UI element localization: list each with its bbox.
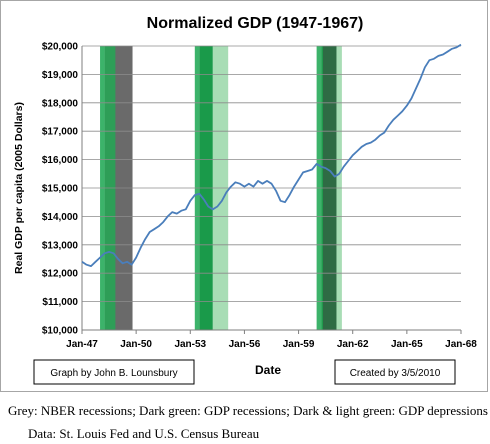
axes xyxy=(81,46,462,334)
x-tick-label-2: Jan-53 xyxy=(174,339,206,350)
created-box xyxy=(334,359,456,385)
chart-title: Normalized GDP (1947-1967) xyxy=(147,15,364,32)
series-line-0 xyxy=(81,43,462,267)
legend-caption: Grey: NBER recessions; Dark green: GDP r… xyxy=(8,403,488,418)
y-tick-label-4: $14,000 xyxy=(42,212,79,223)
x-axis-label: Date xyxy=(255,363,281,377)
y-tick-label-2: $12,000 xyxy=(42,269,79,280)
y-axis-label: Real GDP per capita (2005 Dollars) xyxy=(13,102,25,274)
y-tick-label-8: $18,000 xyxy=(42,98,79,109)
y-tick-label-5: $15,000 xyxy=(42,184,79,195)
gridlines xyxy=(82,45,461,331)
y-tick-label-10: $20,000 xyxy=(42,42,79,53)
author-note: Graph by John B. Lounsbury xyxy=(50,368,177,379)
y-tick-label-1: $11,000 xyxy=(42,297,78,308)
x-tick-label-4: Jan-59 xyxy=(283,339,315,350)
y-tick-label-7: $17,000 xyxy=(42,127,79,138)
x-tick-label-5: Jan-62 xyxy=(337,339,369,350)
x-tick-label-7: Jan-68 xyxy=(445,339,477,350)
tick-labels: $10,000 $11,000 $12,000 $13,000 $14,000 $15,0… xyxy=(42,42,477,351)
x-tick-label-6: Jan-65 xyxy=(391,339,423,350)
author-box xyxy=(33,359,195,385)
chart-frame xyxy=(0,0,488,392)
x-tick-label-0: Jan-47 xyxy=(66,339,98,350)
created-note: Created by 3/5/2010 xyxy=(350,368,441,379)
y-tick-label-0: $10,000 xyxy=(42,326,79,337)
y-tick-label-6: $16,000 xyxy=(42,155,79,166)
x-tick-label-1: Jan-50 xyxy=(120,339,152,350)
series-layer xyxy=(81,43,462,267)
y-tick-label-9: $19,000 xyxy=(42,70,79,81)
y-tick-label-3: $13,000 xyxy=(42,240,79,251)
x-tick-label-3: Jan-56 xyxy=(229,339,261,350)
gdp-chart: Normalized GDP (1947-1967) $10,000 $11,00… xyxy=(13,15,477,385)
source-caption: Data: St. Louis Fed and U.S. Census Bure… xyxy=(28,426,260,441)
